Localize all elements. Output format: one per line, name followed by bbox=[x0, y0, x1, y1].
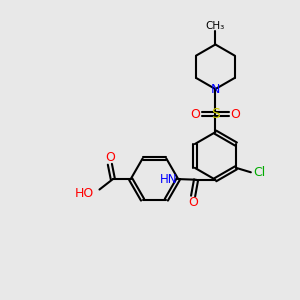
Text: O: O bbox=[105, 151, 115, 164]
Text: O: O bbox=[230, 108, 240, 121]
Text: S: S bbox=[211, 107, 220, 121]
Text: O: O bbox=[188, 196, 198, 209]
Text: N: N bbox=[211, 82, 220, 96]
Text: CH₃: CH₃ bbox=[206, 21, 225, 31]
Text: O: O bbox=[190, 108, 200, 121]
Text: Cl: Cl bbox=[253, 166, 265, 179]
Text: HN: HN bbox=[160, 172, 177, 186]
Text: HO: HO bbox=[75, 187, 94, 200]
